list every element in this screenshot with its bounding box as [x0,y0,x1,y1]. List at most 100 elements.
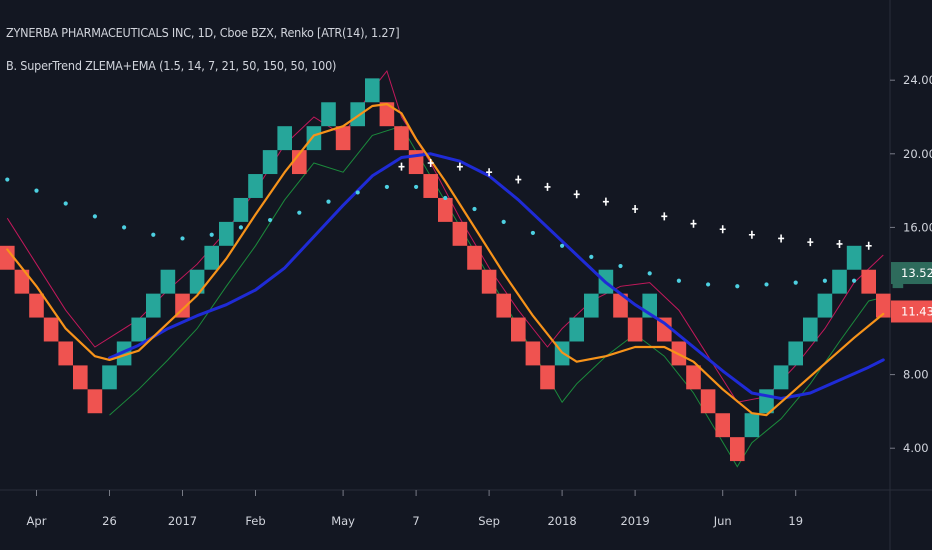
renko-brick-up [569,317,584,342]
cyan-dot-marker [355,190,360,195]
renko-brick-down [452,221,468,246]
renko-brick-down [29,293,44,318]
white-cross-marker [398,162,405,171]
renko-brick-up [350,102,365,127]
renko-brick-up [744,413,760,438]
white-cross-marker [486,168,493,177]
cyan-dot-marker [297,210,302,215]
ema-line [108,152,885,400]
cyan-dot-marker [238,225,243,230]
cyan-dot-marker [618,263,623,269]
white-cross-marker [836,239,843,248]
time-axis-label: May [331,514,355,528]
time-axis-label: Sep [478,514,500,528]
cyan-dot-marker [180,236,185,241]
renko-brick-down [438,197,453,222]
price-tags: 13.52 11.43 [891,262,932,323]
renko-brick-down [58,341,73,366]
renko-brick-down [496,293,511,318]
renko-brick-down [525,341,541,366]
price-axis-label: 20.00 [903,147,932,161]
renko-brick-down [481,269,497,294]
indicator-legend[interactable]: B. SuperTrend ZLEMA+EMA (1.5, 14, 7, 21,… [6,58,337,73]
cyan-dot-marker [414,184,419,190]
time-axis-label: 26 [102,514,117,528]
renko-brick-down [292,150,307,175]
renko-brick-down [379,102,395,127]
renko-brick-up [321,102,336,127]
cyan-dot-marker [560,243,565,248]
time-axis-label: 2017 [168,514,197,528]
white-cross-marker [690,219,697,228]
dot-markers-layer [5,159,872,289]
renko-brick-up [365,78,380,103]
renko-brick-down [613,293,628,318]
renko-brick-up [189,269,205,294]
white-cross-marker [632,205,639,213]
white-cross-marker [427,159,434,167]
price-axis-label: 8.00 [903,368,929,382]
cyan-dot-marker [34,188,39,193]
renko-brick-up [116,341,132,366]
cyan-dot-marker [5,177,10,182]
time-axis-label: Feb [245,514,265,528]
white-cross-marker [719,225,726,234]
renko-brick-down [715,413,730,438]
renko-brick-up [160,269,176,294]
price-axis-label: 24.00 [903,73,932,87]
cyan-dot-marker [852,278,857,283]
renko-brick-down [43,317,59,342]
time-axis-label: 2019 [620,514,649,528]
cyan-dot-marker [472,206,477,212]
price-tag [891,262,932,285]
renko-brick-down [423,174,438,198]
renko-brick-up [233,197,249,222]
green-trend-line [109,125,884,468]
time-axis-label: Apr [27,514,47,528]
renko-brick-up [846,245,862,270]
cyan-dot-marker [530,230,536,236]
price-tag [891,300,932,323]
cyan-dot-marker [676,278,682,283]
cyan-dot-marker [822,278,828,283]
cyan-dot-marker [793,280,798,285]
renko-brick-down [511,317,526,342]
renko-brick-down [540,365,555,390]
white-cross-marker [748,230,755,239]
renko-bricks-layer [0,78,904,462]
time-axis[interactable]: Apr 26 2017 Feb May 7 Sep 2018 2019 Jun 19 [27,490,803,528]
renko-brick-down [861,269,876,294]
cyan-dot-marker [209,232,214,237]
chart-title[interactable]: ZYNERBA PHARMACEUTICALS INC, 1D, Cboe BZ… [6,25,400,40]
cyan-dot-marker [706,282,711,287]
renko-brick-up [131,317,146,342]
renko-brick-down [87,389,103,414]
time-axis-label: 19 [788,514,803,528]
renko-brick-up [803,317,818,342]
time-axis-label: Jun [713,514,732,528]
time-axis-label: 7 [412,514,419,528]
renko-brick-up [262,150,278,175]
cyan-dot-marker [735,284,740,289]
cyan-dot-marker [647,271,652,276]
white-cross-marker [865,241,872,250]
white-cross-marker [544,182,551,191]
white-cross-marker [456,162,463,171]
renko-brick-up [219,221,234,246]
renko-brick-down [0,245,15,270]
white-cross-marker [515,175,522,184]
renko-brick-down [730,437,745,462]
renko-brick-down [657,317,672,342]
renko-brick-up [584,293,599,318]
white-cross-marker [807,238,814,247]
cyan-dot-marker [443,195,448,201]
white-cross-marker [602,197,609,206]
white-cross-marker [661,212,668,221]
renko-brick-up [248,174,263,198]
cyan-dot-marker [63,201,68,206]
cyan-dot-marker [501,219,506,224]
cyan-dot-marker [92,214,97,219]
price-axis[interactable]: 24.00 20.00 16.00 8.00 4.00 [890,73,932,455]
